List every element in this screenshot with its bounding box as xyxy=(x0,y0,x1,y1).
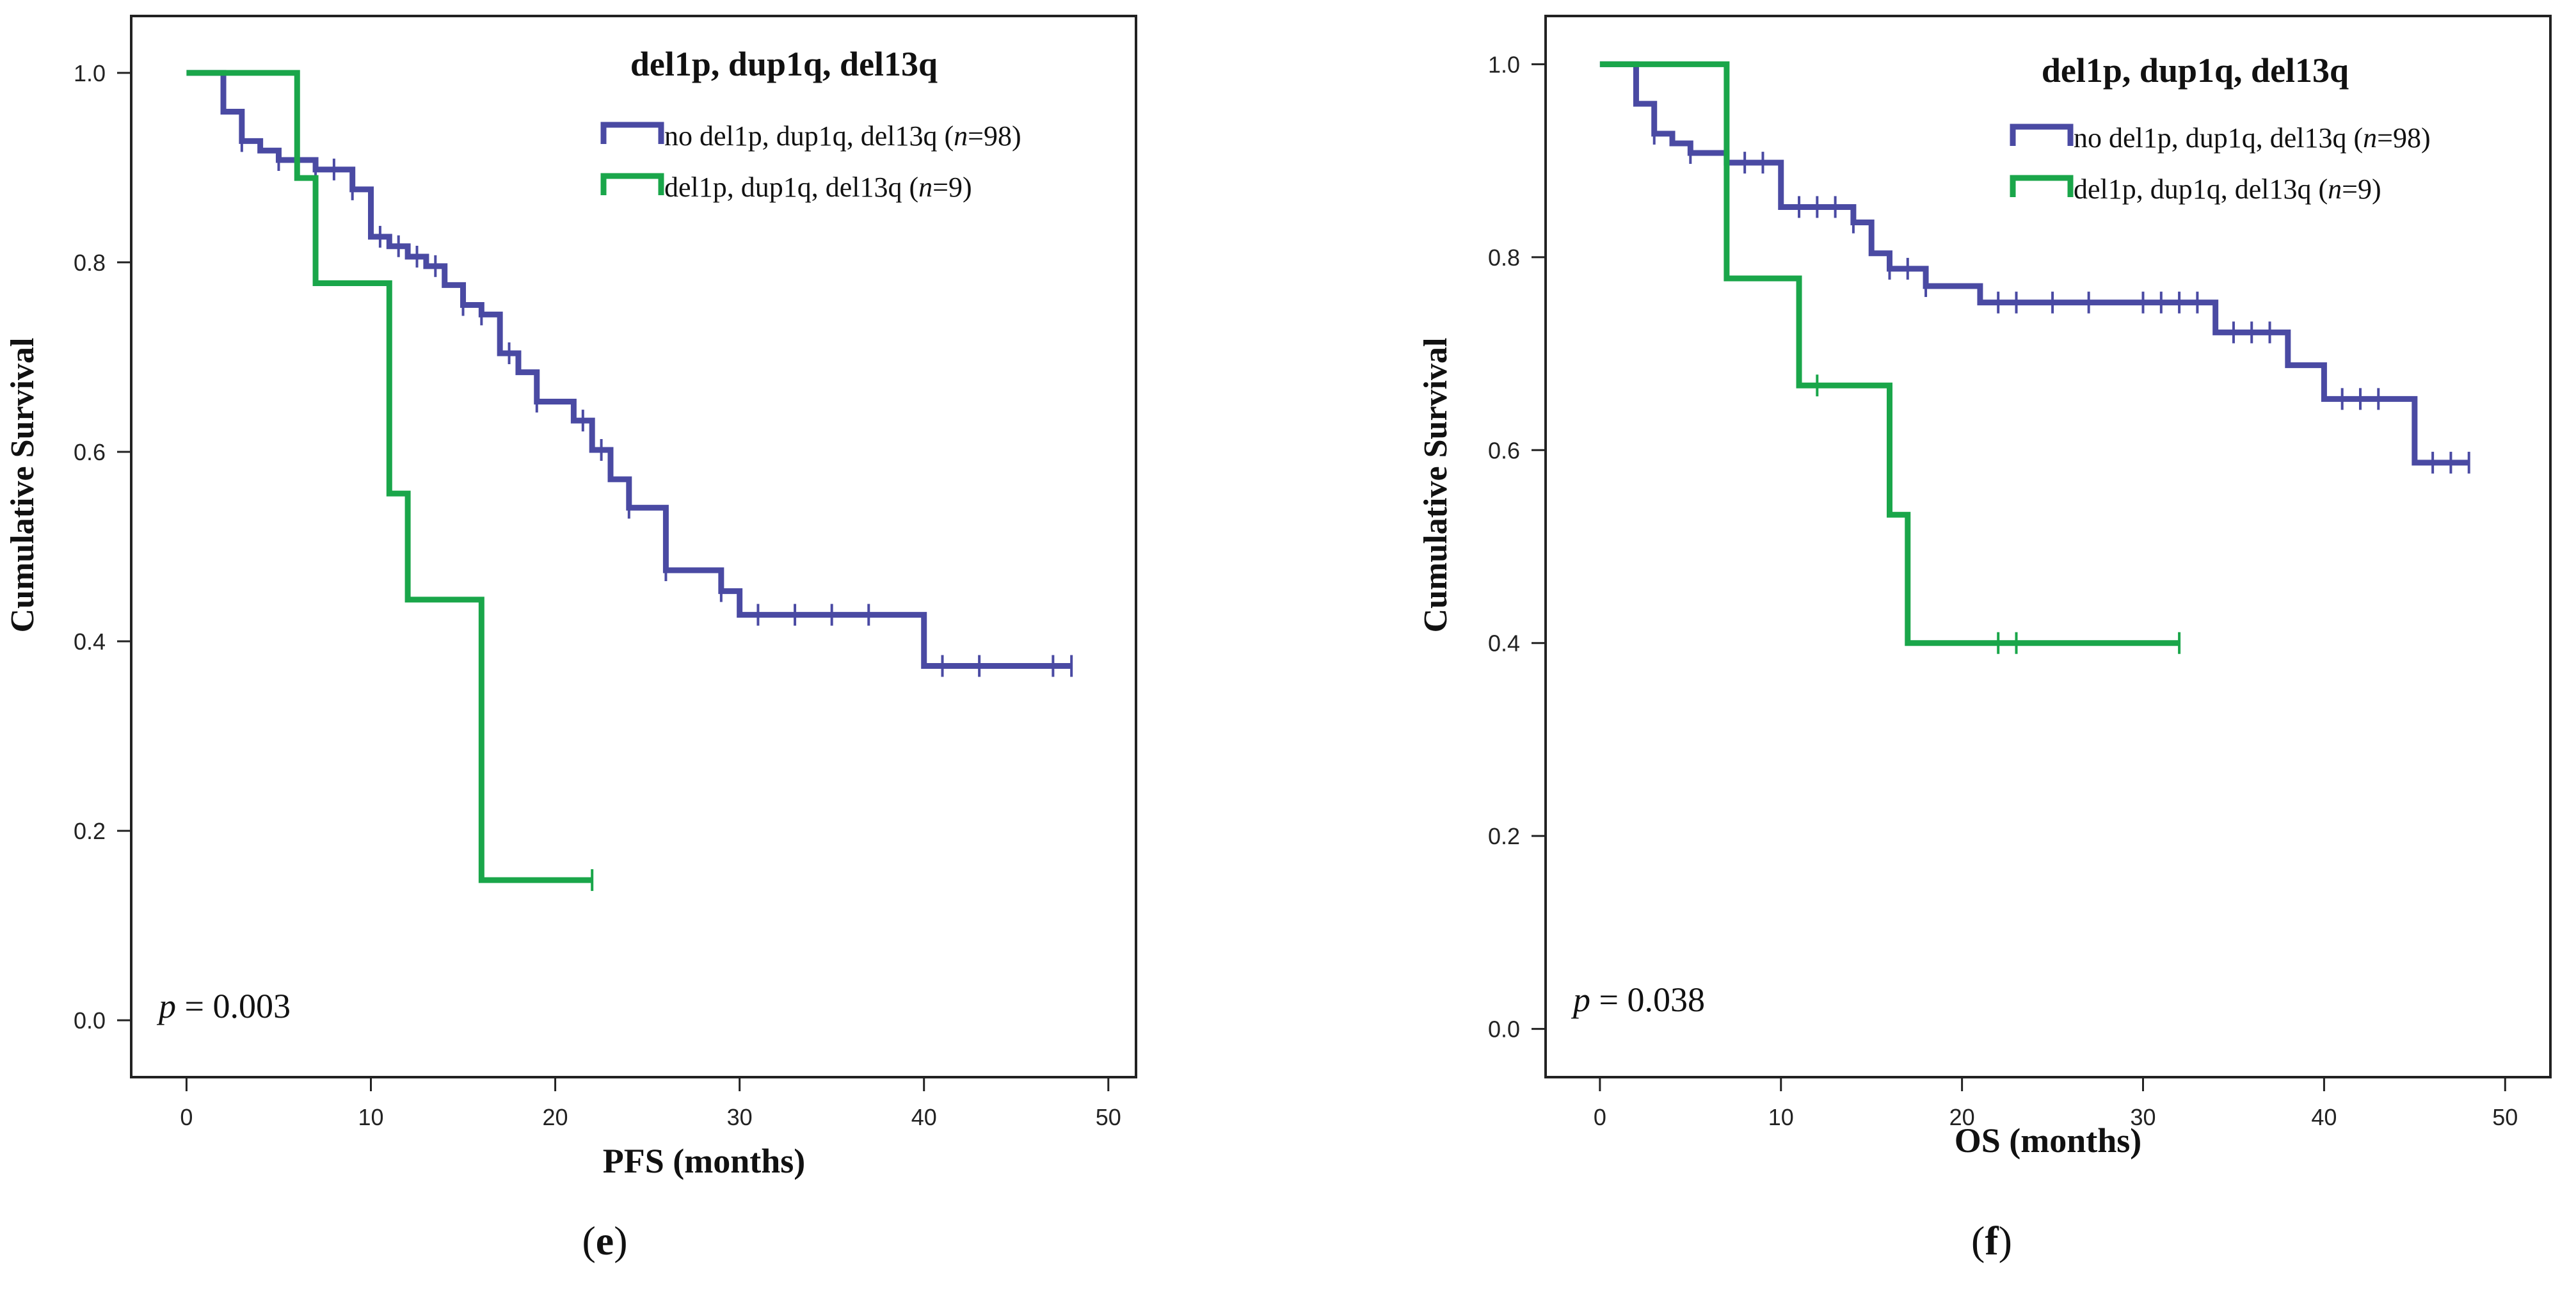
y-tick-label: 0.8 xyxy=(1488,244,1520,271)
legend-swatch xyxy=(2010,124,2074,146)
x-tick-label: 40 xyxy=(2311,1104,2337,1130)
x-tick-label: 30 xyxy=(2130,1104,2156,1130)
legend-label: no del1p, dup1q, del13q (n=98) xyxy=(2074,122,2431,154)
y-tick-label: 0.2 xyxy=(1488,823,1520,849)
legend-label: no del1p, dup1q, del13q (n=98) xyxy=(664,120,1021,152)
x-tick-label: 50 xyxy=(1096,1104,1121,1130)
survival-curve-no-abnormality xyxy=(186,70,1072,669)
y-tick-label: 0.6 xyxy=(1488,437,1520,463)
legend-count: =9) xyxy=(932,172,972,203)
chart-panel-f: 0.0 0.2 0.4 0.6 0.8 1.0 0 10 20 30 40 50 del1p, dup1… xyxy=(1418,15,2552,1263)
panel-letter: f xyxy=(1985,1218,1999,1263)
legend-text: no del1p, dup1q, del13q ( xyxy=(664,120,954,152)
legend-count: =98) xyxy=(968,120,1021,152)
panel-letter: e xyxy=(596,1218,614,1263)
x-tick-label: 0 xyxy=(180,1104,193,1130)
panel-label: (e) xyxy=(582,1218,627,1263)
y-tick-label: 0.4 xyxy=(74,628,106,655)
legend-text: del1p, dup1q, del13q ( xyxy=(2074,173,2328,205)
y-tick-label: 0.0 xyxy=(74,1007,106,1034)
legend-label: del1p, dup1q, del13q (n=9) xyxy=(2074,173,2381,205)
y-tick-label: 0.0 xyxy=(1488,1016,1520,1043)
y-axis-label: Cumulative Survival xyxy=(4,338,41,633)
x-axis-label: OS (months) xyxy=(1955,1121,2142,1160)
survival-curve-abnormality xyxy=(1599,61,2180,646)
y-tick-label: 0.6 xyxy=(74,439,106,465)
x-tick-label: 0 xyxy=(1594,1104,1606,1130)
legend-label: del1p, dup1q, del13q (n=9) xyxy=(664,172,972,203)
survival-curve-no-abnormality xyxy=(1599,61,2469,466)
y-axis-label: Cumulative Survival xyxy=(1418,338,1454,633)
y-tick-label: 1.0 xyxy=(1488,51,1520,77)
p-symbol: p xyxy=(1571,981,1590,1019)
x-tick-label: 30 xyxy=(727,1104,753,1130)
panel-paren-open: ( xyxy=(1971,1218,1985,1263)
legend-title: del1p, dup1q, del13q xyxy=(630,45,938,83)
legend-swatch xyxy=(2010,175,2074,197)
legend-text: del1p, dup1q, del13q ( xyxy=(664,172,918,203)
x-tick-label: 10 xyxy=(358,1104,383,1130)
p-value: p = 0.003 xyxy=(156,987,291,1025)
legend-n: n xyxy=(2363,122,2377,154)
x-tick-label: 20 xyxy=(543,1104,568,1130)
x-tick-label: 20 xyxy=(1949,1104,1975,1130)
legend-title: del1p, dup1q, del13q xyxy=(2042,51,2349,90)
panel-label: (f) xyxy=(1971,1218,2012,1263)
p-number: = 0.038 xyxy=(1590,981,1705,1019)
legend-n: n xyxy=(954,120,968,152)
y-tick-label: 1.0 xyxy=(74,60,106,86)
legend-text: no del1p, dup1q, del13q ( xyxy=(2074,122,2363,154)
plot-frame xyxy=(130,15,1137,1078)
legend-n: n xyxy=(2328,173,2342,205)
survival-curve-abnormality xyxy=(186,70,593,883)
p-symbol: p xyxy=(156,987,176,1025)
legend-count: =9) xyxy=(2342,173,2381,205)
chart-panel-e: 0.0 0.2 0.4 0.6 0.8 1.0 0 10 20 30 40 50 del1p, dup1… xyxy=(4,15,1137,1263)
x-axis-label: PFS (months) xyxy=(603,1142,806,1180)
legend-swatch xyxy=(600,173,664,195)
x-tick-label: 10 xyxy=(1768,1104,1794,1130)
panel-paren-close: ) xyxy=(614,1218,627,1263)
legend-swatch xyxy=(600,122,664,144)
x-tick-label: 40 xyxy=(911,1104,937,1130)
y-tick-label: 0.8 xyxy=(74,250,106,276)
x-tick-label: 50 xyxy=(2492,1104,2518,1130)
y-tick-label: 0.4 xyxy=(1488,630,1520,657)
y-tick-label: 0.2 xyxy=(74,818,106,844)
plot-frame xyxy=(1544,15,2552,1078)
p-number: = 0.003 xyxy=(176,987,291,1025)
p-value: p = 0.038 xyxy=(1571,981,1705,1019)
legend-count: =98) xyxy=(2377,122,2430,154)
panel-paren-open: ( xyxy=(582,1218,595,1263)
panel-paren-close: ) xyxy=(1999,1218,2012,1263)
legend-n: n xyxy=(918,172,932,203)
